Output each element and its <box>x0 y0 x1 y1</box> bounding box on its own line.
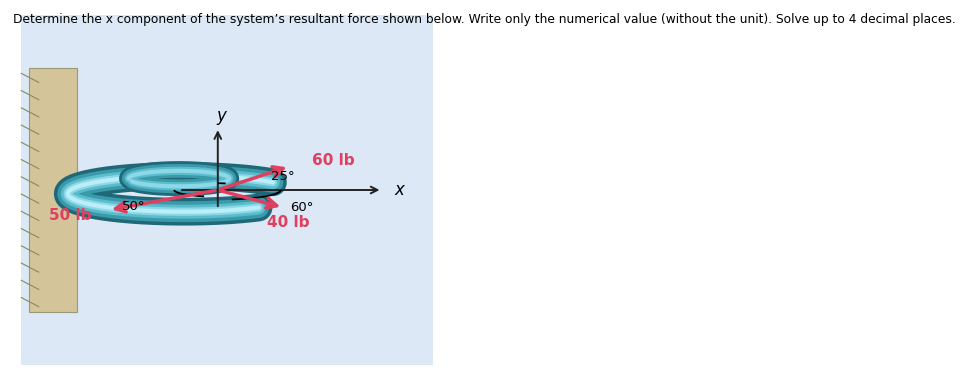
Text: 50 lb: 50 lb <box>49 208 91 223</box>
Text: 60°: 60° <box>290 201 314 214</box>
Bar <box>29 68 77 312</box>
Text: 50°: 50° <box>122 200 145 213</box>
Text: 60 lb: 60 lb <box>312 153 354 168</box>
Bar <box>21 15 433 365</box>
Text: 40 lb: 40 lb <box>267 215 309 230</box>
Text: 25°: 25° <box>271 171 294 184</box>
Text: x: x <box>394 181 404 199</box>
Text: Determine the x component of the system’s resultant force shown below. Write onl: Determine the x component of the system’… <box>13 13 955 26</box>
Text: y: y <box>217 107 227 125</box>
